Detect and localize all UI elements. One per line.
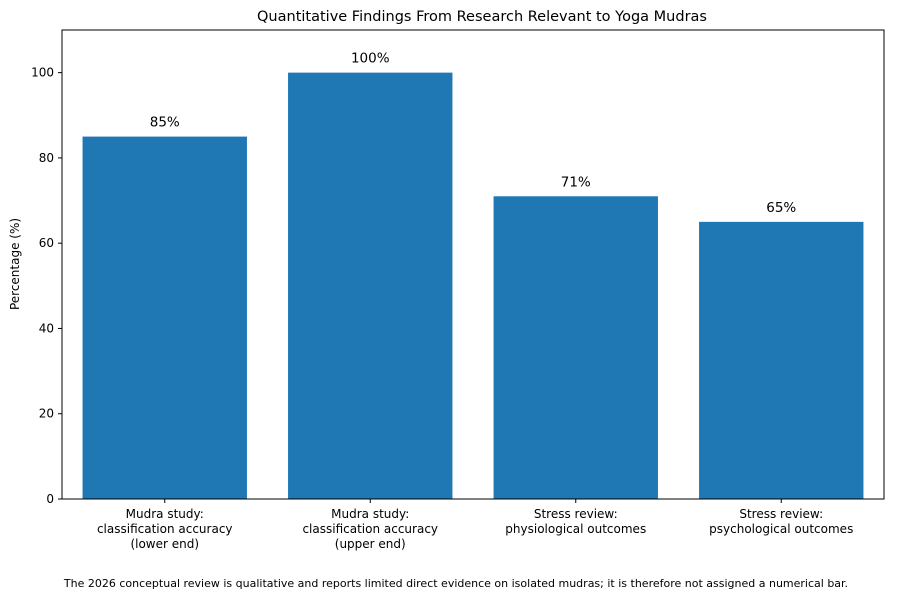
bar-1 [82, 136, 247, 499]
x-tick-label-line: (upper end) [335, 537, 406, 551]
x-tick-label-line: psychological outcomes [709, 522, 853, 536]
x-tick-label-line: physiological outcomes [505, 522, 646, 536]
x-tick-label-1: Mudra study: classification accuracy (lowe… [97, 507, 233, 551]
bar-2 [288, 72, 453, 500]
y-tick-label-100: 100 [31, 66, 54, 80]
y-tick-label-40: 40 [39, 321, 54, 335]
y-tick-label-0: 0 [46, 492, 54, 506]
x-tick-label-line: Mudra study: [126, 507, 204, 521]
x-tick-label-line: classification accuracy [302, 522, 438, 536]
y-tick-label-60: 60 [39, 236, 54, 250]
data-label-4: 65% [766, 200, 796, 216]
x-tick-label-line: classification accuracy [97, 522, 233, 536]
y-tick-label-20: 20 [39, 407, 54, 421]
bar-4 [699, 221, 864, 499]
x-tick-label-2: Mudra study: classification accuracy (uppe… [302, 507, 438, 551]
y-tick-label-80: 80 [39, 151, 54, 165]
footnote: The 2026 conceptual review is qualitativ… [63, 577, 849, 590]
data-label-3: 71% [561, 174, 591, 190]
data-label-2: 100% [351, 51, 390, 67]
x-tick-label-line: Stress review: [534, 507, 618, 521]
x-tick-label-line: (lower end) [130, 537, 199, 551]
x-tick-label-line: Mudra study: [331, 507, 409, 521]
plot-area: 85%Mudra study: classification accuracy (l… [31, 29, 885, 551]
x-tick-label-3: Stress review: physiological outcomes [505, 507, 646, 536]
bar-3 [493, 196, 658, 500]
data-label-1: 85% [150, 115, 180, 131]
chart-title: Quantitative Findings From Research Rele… [257, 9, 707, 25]
axes-frame [61, 29, 885, 500]
y-axis-label: Percentage (%) [8, 218, 22, 310]
x-tick-label-line: Stress review: [739, 507, 823, 521]
x-tick-label-4: Stress review: psychological outcomes [709, 507, 853, 536]
